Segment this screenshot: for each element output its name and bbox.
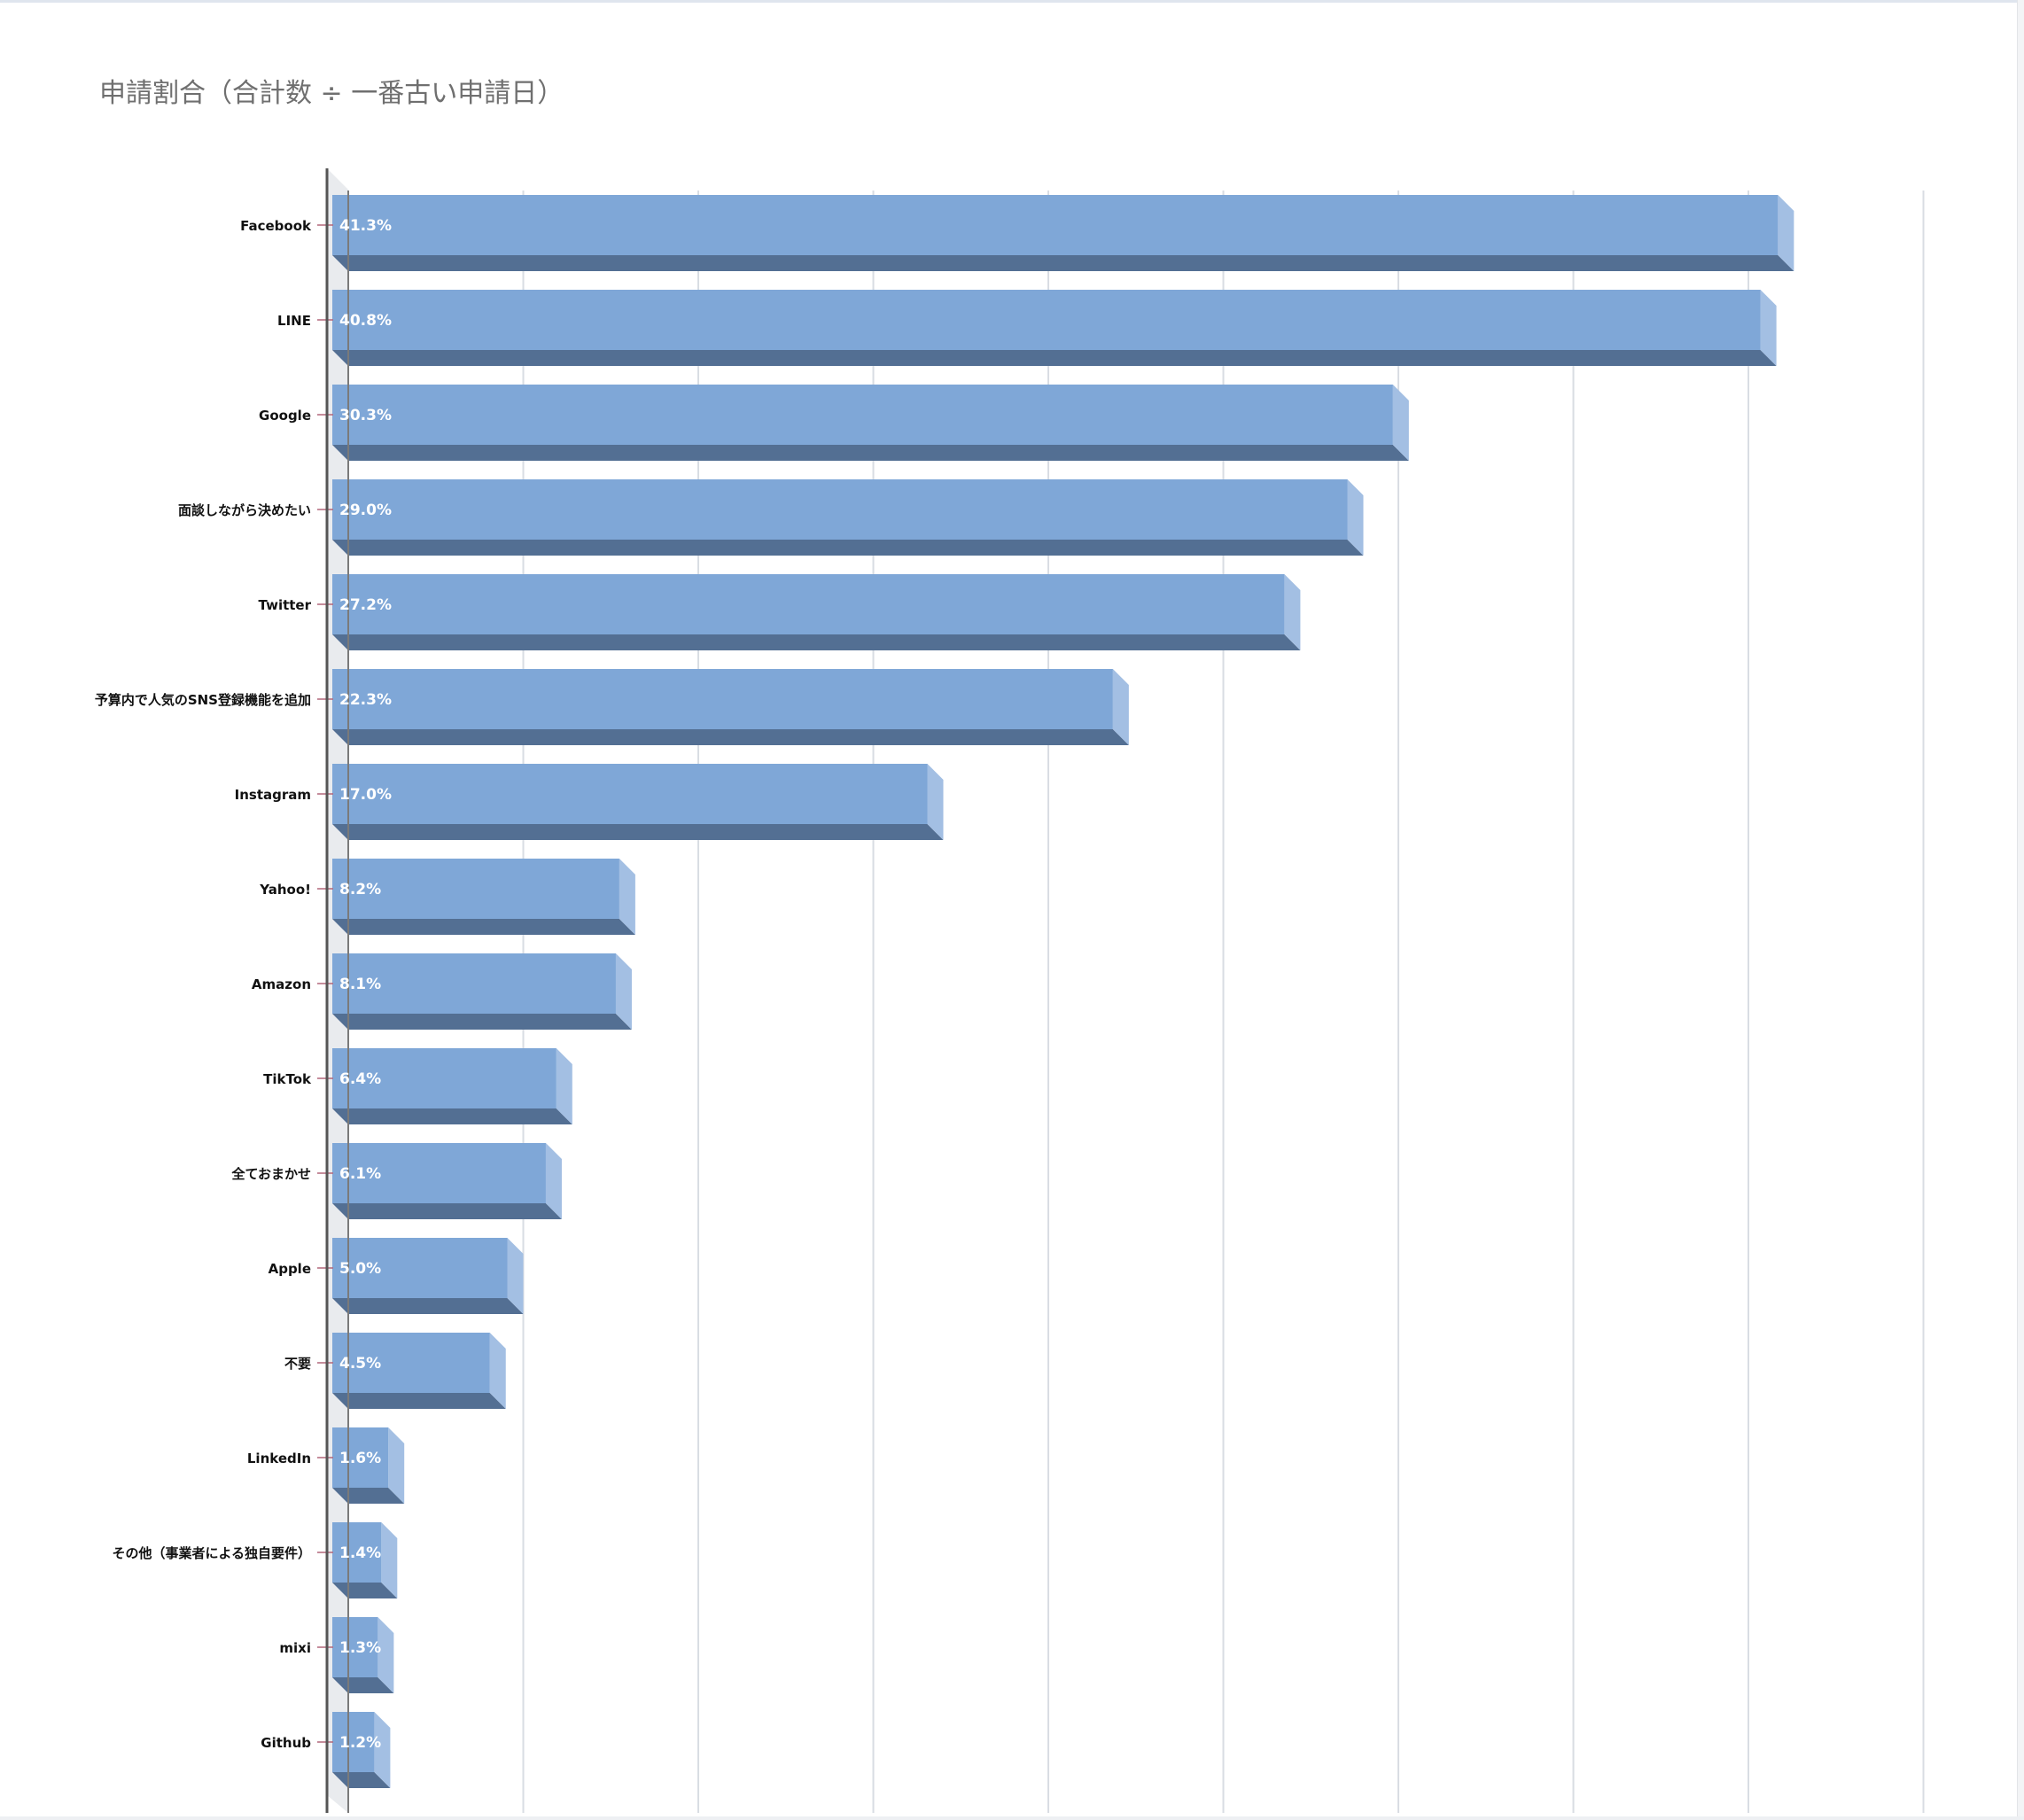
bar bbox=[332, 1143, 546, 1203]
bars bbox=[332, 195, 1794, 1788]
bar-side-face bbox=[1284, 574, 1301, 650]
bar bbox=[332, 1048, 557, 1108]
bar-bottom-face bbox=[332, 1772, 391, 1788]
bar-bottom-face bbox=[332, 445, 1409, 461]
y-axis bbox=[317, 168, 349, 1813]
bottom-edge bbox=[0, 1816, 2024, 1820]
scrollbar-track[interactable] bbox=[2017, 0, 2024, 1820]
category-label: Apple bbox=[269, 1261, 311, 1277]
data-label: 30.3% bbox=[339, 407, 392, 424]
data-label: 27.2% bbox=[339, 596, 392, 614]
data-label: 41.3% bbox=[339, 217, 392, 235]
bar-bottom-face bbox=[332, 350, 1777, 366]
data-label: 17.0% bbox=[339, 786, 392, 804]
bar-bottom-face bbox=[332, 1298, 524, 1314]
bar-side-face bbox=[1760, 290, 1777, 366]
bar bbox=[332, 290, 1761, 350]
data-label: 5.0% bbox=[339, 1260, 381, 1278]
bar-side-face bbox=[1112, 669, 1129, 745]
category-labels: 41.3% Facebook 40.8% LINE 30.3% Google 29.0% 面談… bbox=[95, 217, 392, 1752]
bar bbox=[332, 479, 1348, 540]
data-label: 1.2% bbox=[339, 1734, 381, 1752]
bar bbox=[332, 1617, 378, 1677]
data-label: 6.1% bbox=[339, 1165, 381, 1183]
category-label: TikTok bbox=[263, 1071, 312, 1087]
bar-side-face bbox=[556, 1048, 572, 1124]
data-label: 8.1% bbox=[339, 976, 381, 993]
bar-side-face bbox=[619, 859, 635, 935]
data-label: 8.2% bbox=[339, 881, 381, 898]
data-label: 4.5% bbox=[339, 1355, 381, 1373]
category-label: その他（事業者による独自要件） bbox=[112, 1545, 311, 1561]
category-label: 予算内で人気のSNS登録機能を追加 bbox=[95, 692, 311, 708]
bar-side-face bbox=[507, 1238, 524, 1314]
data-label: 6.4% bbox=[339, 1070, 381, 1088]
bar bbox=[332, 764, 928, 824]
bar bbox=[332, 669, 1113, 729]
bar bbox=[332, 1333, 490, 1393]
bar bbox=[332, 859, 619, 919]
bar-side-face bbox=[927, 764, 944, 840]
category-label: Yahoo! bbox=[259, 882, 311, 898]
data-label: 1.6% bbox=[339, 1450, 381, 1467]
bar-bottom-face bbox=[332, 634, 1301, 650]
bar-bottom-face bbox=[332, 1203, 562, 1219]
bar-bottom-face bbox=[332, 729, 1129, 745]
category-label: 全ておまかせ bbox=[230, 1166, 311, 1182]
bar-side-face bbox=[489, 1333, 506, 1409]
category-label: 不要 bbox=[284, 1356, 311, 1372]
gridlines bbox=[347, 191, 1925, 1813]
data-label: 29.0% bbox=[339, 502, 392, 519]
bar bbox=[332, 385, 1393, 445]
bar bbox=[332, 1522, 382, 1583]
bar-side-face bbox=[1347, 479, 1364, 556]
bar bbox=[332, 1712, 375, 1772]
bar-bottom-face bbox=[332, 1014, 632, 1030]
bar bbox=[332, 1238, 508, 1298]
bar-bottom-face bbox=[332, 540, 1364, 556]
bar-side-face bbox=[545, 1143, 562, 1219]
bar-side-face bbox=[374, 1712, 391, 1788]
bar-bottom-face bbox=[332, 255, 1794, 271]
bar-bottom-face bbox=[332, 1108, 572, 1124]
category-label: Github bbox=[261, 1735, 311, 1751]
data-label: 1.4% bbox=[339, 1544, 381, 1562]
category-label: Instagram bbox=[235, 787, 311, 803]
bar-side-face bbox=[381, 1522, 398, 1598]
category-label: LinkedIn bbox=[247, 1451, 311, 1466]
bar-bottom-face bbox=[332, 1393, 506, 1409]
bar bbox=[332, 1427, 389, 1488]
category-label: LINE bbox=[277, 313, 311, 329]
bar-side-face bbox=[615, 953, 632, 1030]
category-label: Twitter bbox=[259, 597, 312, 613]
bar bbox=[332, 195, 1779, 255]
data-label: 22.3% bbox=[339, 691, 392, 709]
category-label: Google bbox=[259, 408, 311, 424]
bar-bottom-face bbox=[332, 824, 944, 840]
bar-side-face bbox=[1778, 195, 1794, 271]
bar-side-face bbox=[388, 1427, 405, 1504]
bar bbox=[332, 574, 1285, 634]
top-border bbox=[0, 0, 2024, 3]
category-label: Facebook bbox=[240, 218, 312, 234]
bar-side-face bbox=[378, 1617, 394, 1693]
bar-bottom-face bbox=[332, 919, 635, 935]
category-label: 面談しながら決めたい bbox=[178, 502, 311, 518]
category-label: Amazon bbox=[252, 976, 311, 992]
data-label: 40.8% bbox=[339, 312, 392, 330]
bar bbox=[332, 953, 616, 1014]
chart-title: 申請割合（合計数 ÷ 一番古い申請日） bbox=[99, 78, 564, 109]
bar-side-face bbox=[1392, 385, 1409, 461]
category-label: mixi bbox=[279, 1640, 311, 1656]
bar-bottom-face bbox=[332, 1488, 405, 1504]
data-label: 1.3% bbox=[339, 1639, 381, 1657]
